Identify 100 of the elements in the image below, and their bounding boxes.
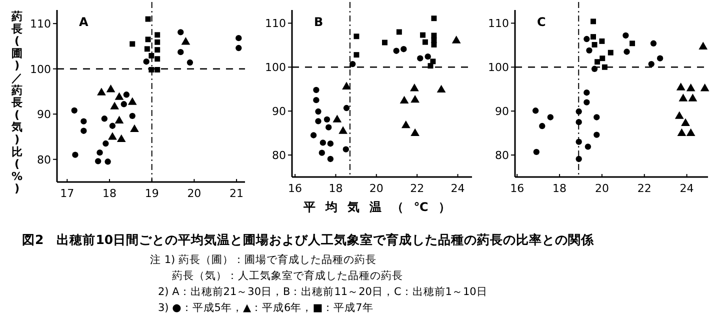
point: [547, 114, 554, 120]
point: [688, 94, 698, 102]
point: [315, 118, 322, 124]
point: [129, 112, 136, 119]
point: [576, 108, 582, 115]
point: [102, 140, 109, 147]
point: [101, 116, 108, 122]
point: [128, 97, 137, 105]
point: [343, 104, 350, 112]
point: [116, 134, 126, 142]
point: [410, 128, 420, 136]
point: [584, 90, 590, 96]
point: [656, 55, 664, 62]
point: [178, 49, 184, 56]
point: [236, 44, 242, 52]
point: [354, 34, 360, 40]
point: [71, 107, 78, 114]
x-tick-label: 22: [637, 182, 652, 195]
point: [80, 128, 87, 134]
point: [576, 118, 582, 126]
point: [326, 124, 332, 130]
y-tick-label: 100: [265, 61, 286, 74]
point: [452, 36, 461, 44]
text: 葯長(圃)／葯長(気)比(%): [11, 10, 23, 196]
y-tick-label: 80: [272, 149, 286, 162]
point: [431, 42, 437, 48]
y-tick-label: 110: [265, 17, 286, 30]
point: [424, 54, 431, 60]
point: [586, 47, 592, 54]
point: [594, 59, 600, 65]
point: [674, 111, 684, 119]
point: [410, 94, 420, 103]
point: [420, 32, 426, 38]
text: 葯長（気）：人工気象室で育成した品種の葯長: [172, 269, 403, 282]
point: [678, 94, 688, 102]
x-tick-label: 20: [187, 187, 202, 200]
point: [539, 122, 546, 130]
point: [650, 40, 657, 46]
point: [676, 82, 686, 90]
y-tick-label: 90: [495, 105, 509, 118]
point: [318, 150, 325, 156]
point: [145, 16, 151, 22]
point: [94, 158, 102, 164]
point: [327, 156, 334, 162]
point: [410, 84, 419, 92]
annotation: C: [537, 15, 546, 29]
point: [431, 16, 437, 22]
point: [401, 120, 410, 128]
point: [400, 96, 409, 104]
point: [143, 58, 150, 65]
point: [532, 108, 539, 114]
x-tick-label: 18: [328, 182, 343, 195]
x-tick-label: 18: [102, 187, 117, 200]
point: [108, 132, 117, 140]
point: [313, 97, 320, 104]
x-tick-label: 20: [594, 182, 609, 195]
point: [430, 58, 436, 64]
point: [123, 92, 130, 98]
point: [72, 152, 78, 158]
point: [599, 38, 605, 44]
point: [130, 124, 139, 132]
point: [700, 84, 710, 92]
y-tick-label: 90: [272, 105, 286, 118]
point: [154, 67, 160, 72]
point: [178, 29, 184, 36]
point: [422, 39, 428, 45]
point: [624, 48, 630, 55]
point: [576, 138, 582, 145]
point: [533, 148, 540, 156]
point: [315, 108, 322, 115]
point: [396, 29, 402, 35]
point: [576, 156, 582, 162]
point: [590, 34, 596, 40]
x-tick-label: 19: [144, 187, 159, 200]
point: [354, 52, 360, 58]
text: 注 1) 葯長（圃）：圃場で育成した品種の葯長: [150, 253, 376, 266]
point: [181, 37, 190, 45]
point: [382, 40, 388, 46]
point: [584, 36, 590, 42]
point: [186, 59, 194, 66]
point: [148, 67, 154, 72]
point: [145, 36, 151, 42]
point: [342, 82, 351, 90]
point: [417, 55, 424, 62]
point: [313, 86, 320, 94]
text: 2) A：出穂前21～30日，B：出穂前11～20日，C：出穂前1～10日: [158, 285, 488, 298]
point: [686, 84, 696, 92]
point: [324, 116, 330, 123]
y-tick-label: 90: [37, 108, 51, 122]
point: [594, 132, 600, 138]
point: [154, 39, 160, 45]
point: [591, 66, 598, 72]
y-tick-label: 110: [488, 17, 509, 30]
point: [154, 47, 160, 53]
point: [109, 122, 116, 129]
point: [154, 56, 160, 62]
point: [681, 118, 690, 126]
point: [584, 144, 592, 150]
y-tick-label: 80: [495, 149, 509, 162]
x-tick-label: 22: [410, 182, 424, 195]
